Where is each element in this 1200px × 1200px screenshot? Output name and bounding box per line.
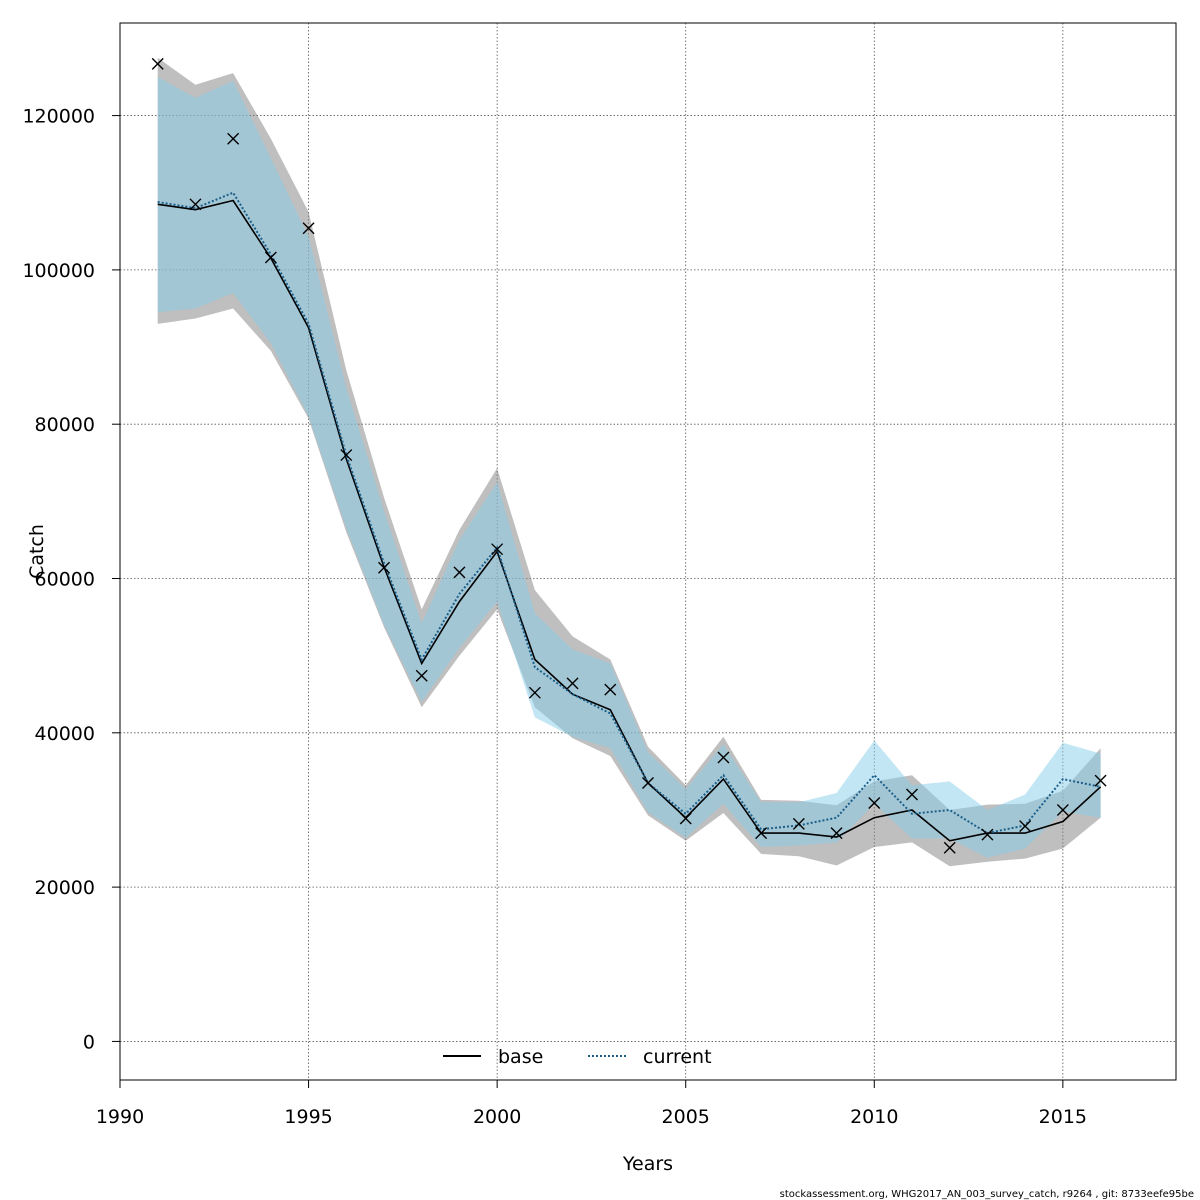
y-tick-label: 80000 [35, 414, 95, 436]
observed-point [453, 566, 466, 579]
observed-point [981, 828, 994, 841]
x-tick-label: 2010 [850, 1106, 898, 1128]
observed-point [415, 669, 428, 682]
observed-point [830, 827, 843, 840]
confidence-bands [157, 57, 1101, 867]
series-lines [157, 191, 1102, 842]
observed-point [868, 797, 881, 810]
band-current [157, 77, 1101, 858]
observed-markers [151, 57, 1107, 854]
y-tick-label: 60000 [35, 569, 95, 591]
observed-point [189, 198, 202, 211]
observed-point [378, 561, 390, 574]
legend-item-current: current [588, 1046, 712, 1068]
footer-note: stockassessment.org, WHG2017_AN_003_surv… [780, 1189, 1194, 1200]
legend-label: current [643, 1046, 712, 1068]
observed-point [151, 57, 164, 70]
observed-point [642, 776, 654, 789]
x-tick-label: 2000 [473, 1106, 521, 1128]
observed-point [491, 543, 504, 556]
observed-point [227, 132, 240, 145]
observed-point [943, 841, 956, 854]
observed-point [604, 683, 617, 696]
y-tick-label: 0 [83, 1031, 95, 1053]
y-tick-label: 120000 [22, 106, 95, 128]
observed-point [792, 817, 805, 830]
observed-point [906, 788, 918, 801]
x-axis: 1990 1995 2000 2005 2010 2015 [96, 1079, 1087, 1128]
observed-point [679, 812, 692, 825]
x-tick-label: 2015 [1039, 1106, 1087, 1128]
series-line-current [157, 191, 1101, 835]
y-tick-label: 20000 [35, 877, 95, 899]
legend-item-base: base [443, 1046, 543, 1068]
observed-point [1056, 803, 1069, 816]
y-axis-label: Catch [26, 524, 48, 579]
x-tick-label: 1995 [284, 1106, 332, 1128]
grid [119, 23, 1176, 1080]
x-tick-label: 1990 [96, 1106, 144, 1128]
observed-point [1094, 774, 1107, 787]
observed-point [566, 677, 579, 690]
observed-point [528, 686, 541, 699]
observed-point [717, 751, 730, 764]
observed-point [755, 827, 768, 840]
observed-point [302, 222, 315, 235]
legend-label: base [498, 1046, 543, 1068]
observed-point [340, 449, 353, 462]
y-axis: 0 20000 40000 60000 80000 100000 120000 [22, 106, 121, 1053]
x-tick-label: 2005 [662, 1106, 710, 1128]
observed-point [1019, 820, 1032, 833]
x-axis-label: Years [622, 1153, 673, 1175]
y-tick-label: 100000 [22, 260, 95, 282]
legend: base current [443, 1046, 712, 1068]
y-tick-label: 40000 [35, 723, 95, 745]
observed-point [264, 251, 277, 264]
